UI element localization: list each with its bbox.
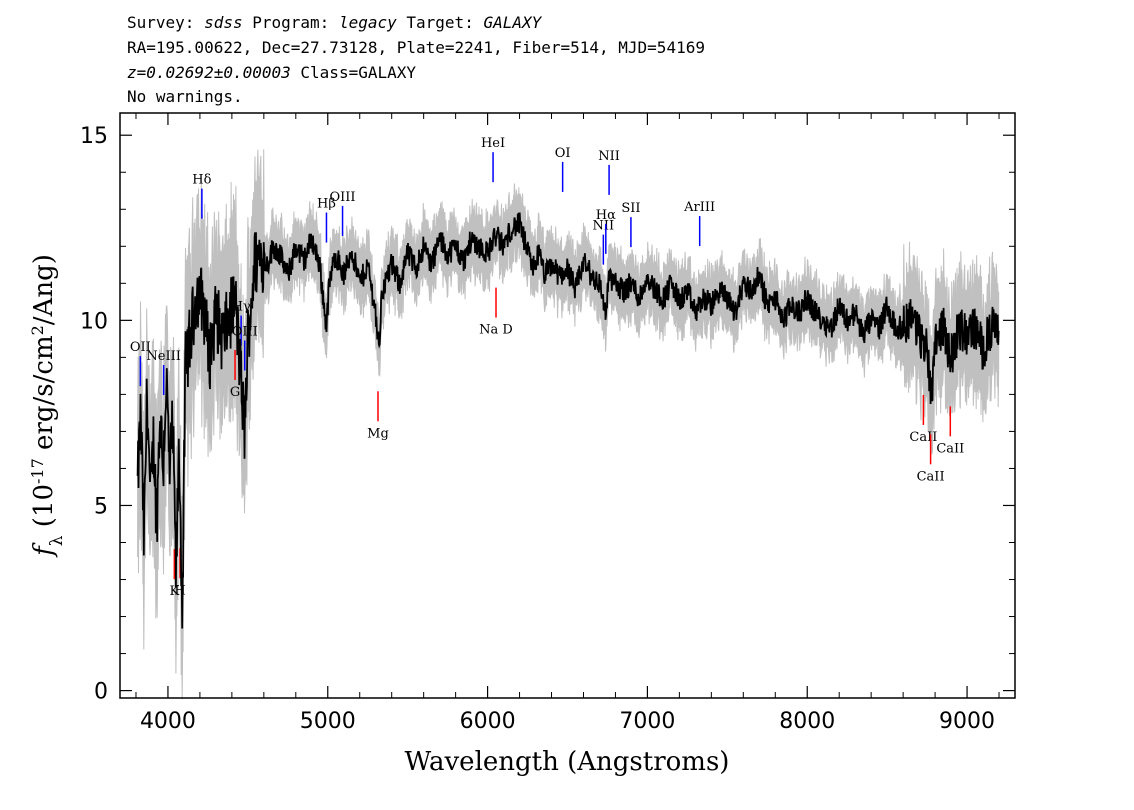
emission-line-label: HeI [481, 136, 505, 151]
flux-layer [136, 212, 1000, 629]
absorption-line-label: H [174, 583, 185, 598]
absorption-line-label: G [230, 385, 240, 400]
x-tick-label: 9000 [939, 709, 995, 734]
flux-line [136, 212, 1000, 629]
program-label: Program: [252, 13, 330, 32]
emission-line-label: NII [593, 219, 615, 234]
error-band [137, 149, 1000, 700]
target-label: Target: [406, 13, 474, 32]
survey-label: Survey: [127, 13, 195, 32]
class-value: Class=GALAXY [300, 63, 416, 82]
emission-line-label: Hα [596, 208, 616, 223]
y-tick-label: 10 [80, 309, 108, 334]
absorption-line-label: K [169, 584, 179, 599]
header-line-3: z=0.02692±0.00003 Class=GALAXY [127, 64, 416, 82]
x-tick-label: 5000 [300, 709, 356, 734]
emission-line-label: Hβ [317, 197, 336, 212]
emission-line-label: OI [555, 146, 571, 161]
plot-frame [119, 112, 1016, 699]
survey-value: sdss [204, 13, 243, 32]
x-axis-title: Wavelength (Angstroms) [405, 747, 730, 777]
x-tick-label: 4000 [140, 709, 196, 734]
emission-line-label: NeIII [146, 349, 180, 364]
x-tick-label: 6000 [460, 709, 516, 734]
emission-line-label: OIII [232, 324, 258, 339]
x-tick-label: 7000 [619, 709, 675, 734]
target-value: GALAXY [483, 13, 542, 32]
header-line-1: Survey: sdss Program: legacy Target: GAL… [127, 14, 541, 32]
absorption-line-label: Na D [479, 323, 513, 338]
absorption-line-label: CaII [936, 441, 964, 456]
x-tick-label: 8000 [779, 709, 835, 734]
ticks-layer: 4000 5000 6000 7000 8000 9000 0 5 10 15 [80, 113, 1015, 734]
error-band-layer [137, 149, 1000, 700]
emission-line-label: ArIII [683, 200, 715, 215]
warnings-line: No warnings. [127, 87, 243, 106]
absorption-line-label: Mg [367, 426, 389, 441]
y-axis-title: fλ (10-17 erg/s/cm2/Ang) [28, 254, 68, 558]
redshift-value: z=0.02692±0.00003 [127, 63, 291, 82]
program-value: legacy [338, 13, 397, 32]
emission-line-label: OII [130, 340, 151, 355]
emission-line-label: Hδ [192, 173, 211, 188]
y-tick-label: 0 [94, 680, 108, 705]
coords-line: RA=195.00622, Dec=27.73128, Plate=2241, … [127, 38, 705, 57]
emission-line-label: NII [598, 149, 620, 164]
y-tick-label: 15 [80, 124, 108, 149]
absorption-line-label: CaII [917, 469, 945, 484]
y-tick-label: 5 [94, 494, 108, 519]
emission-line-label: SII [621, 201, 640, 216]
absorption-line-label: CaII [909, 430, 937, 445]
emission-line-label: OIII [330, 190, 356, 205]
